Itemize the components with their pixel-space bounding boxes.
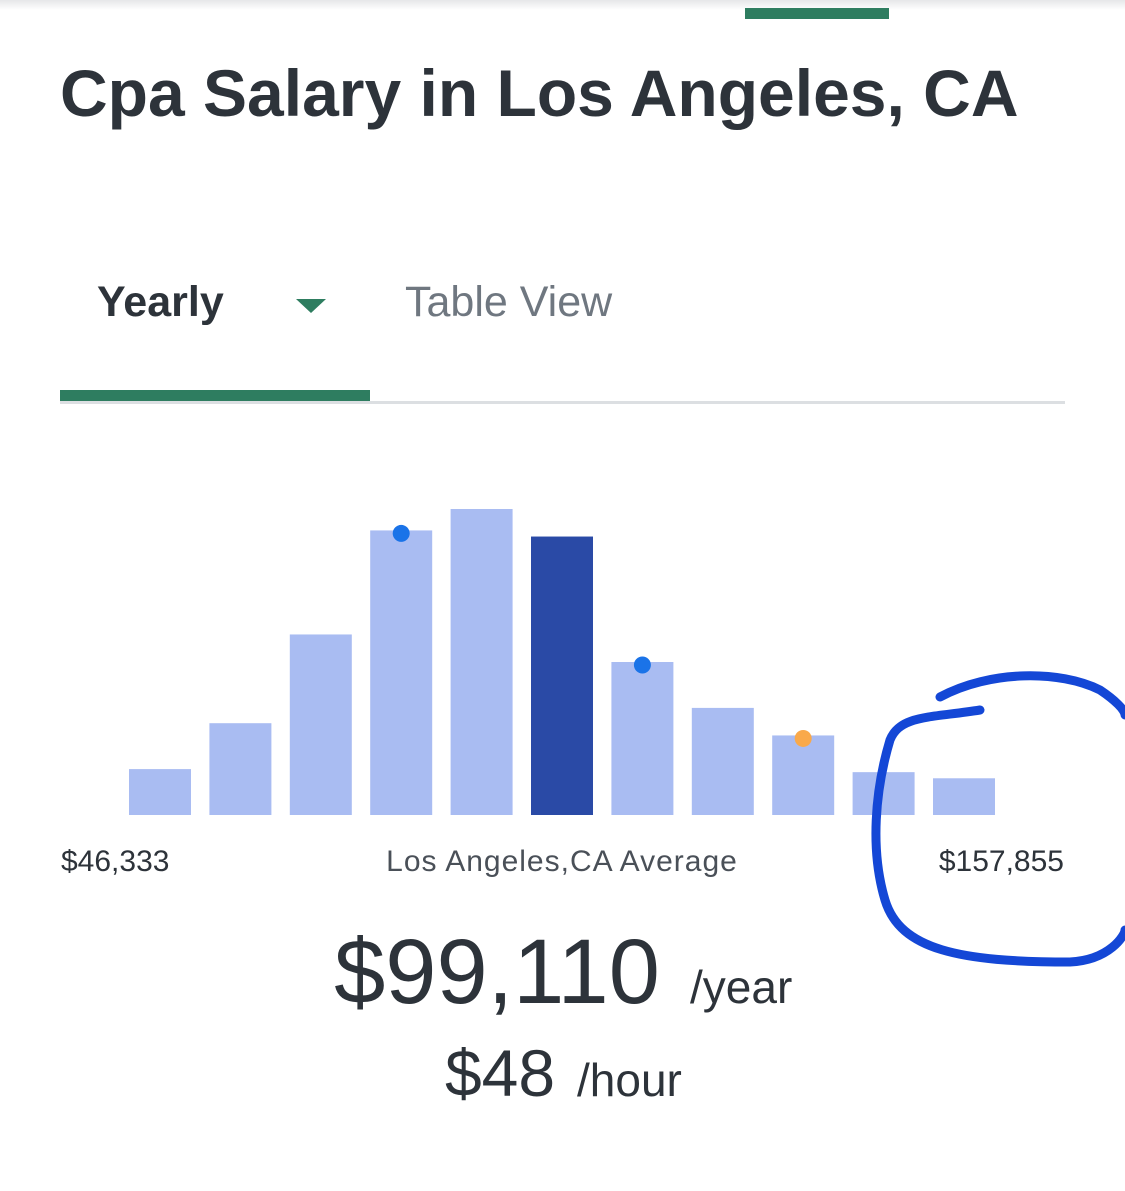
page-title: Cpa Salary in Los Angeles, CA: [60, 56, 1018, 130]
bar: [370, 530, 433, 815]
tab-divider: [60, 401, 1065, 404]
tab-underline: [60, 390, 370, 401]
histogram: $46,333 $157,855 Los Angeles,CA Average: [61, 509, 1064, 878]
hourly-average: $48: [445, 1036, 555, 1110]
tab-yearly[interactable]: Yearly: [97, 278, 224, 326]
bar: [531, 536, 593, 815]
x-axis-label: Los Angeles,CA Average: [386, 845, 738, 878]
bar: [691, 707, 754, 815]
top-shadow: [0, 0, 1125, 10]
yearly-unit: /year: [690, 961, 792, 1013]
bar: [129, 769, 191, 815]
yearly-average: $99,110: [334, 921, 660, 1023]
bar: [450, 509, 513, 815]
bar: [611, 662, 674, 815]
bar: [289, 634, 352, 815]
bar: [209, 723, 272, 815]
hand-drawn-circle: [871, 671, 1125, 967]
bar: [772, 735, 835, 815]
tab-table-view[interactable]: Table View: [405, 278, 613, 326]
bar-dot: [794, 729, 812, 747]
x-max-label: $157,855: [939, 845, 1064, 878]
x-min-label: $46,333: [61, 845, 169, 878]
bar-dot: [633, 656, 651, 674]
hourly-unit: /hour: [577, 1054, 682, 1106]
top-indicator: [745, 8, 889, 19]
bar: [933, 778, 995, 815]
dropdown-arrow[interactable]: [296, 299, 326, 313]
bar-dot: [392, 524, 410, 542]
